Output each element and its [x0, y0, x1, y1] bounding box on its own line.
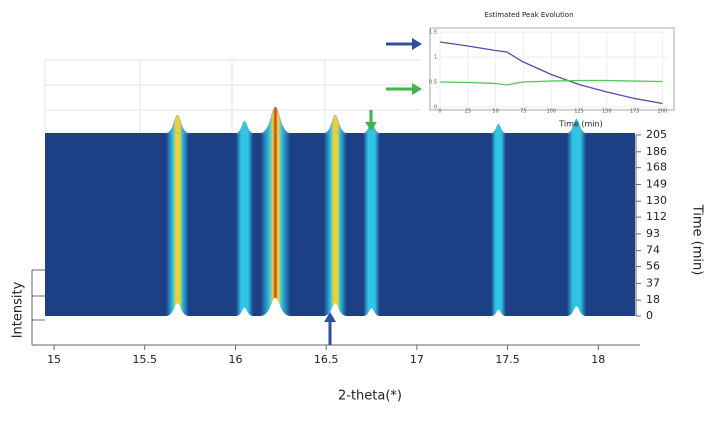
inset-line: [439, 41, 663, 105]
inset-x-label: Time (min): [558, 120, 602, 129]
peak-base: [235, 307, 254, 316]
y-axis-label: Intensity: [11, 281, 26, 338]
back-planes: [44, 59, 420, 133]
inset-x-tick-label: 25: [465, 109, 471, 115]
peak-stripe: [166, 133, 189, 316]
peak-top: [165, 114, 189, 134]
x-axis-label: 2-theta(*): [338, 389, 402, 404]
peak-base: [363, 308, 380, 316]
inset-y-tick-label: 0.5: [429, 80, 437, 86]
inset-y-tick-label: 1.5: [429, 30, 437, 36]
peak-stripe: [323, 133, 347, 316]
peak-base: [166, 303, 189, 316]
peak-stripe: [363, 133, 380, 316]
inset-x-tick-label: 100: [546, 109, 556, 115]
inset-x-tick-label: 200: [658, 109, 668, 115]
inset-x-tick-label: 50: [492, 109, 498, 115]
peak-stripe: [260, 133, 291, 316]
x-tick-label: 17: [410, 353, 424, 366]
peak-stripe: [491, 133, 506, 316]
x-tick-label: 16: [228, 353, 242, 366]
inset-x-tick-label: 75: [520, 109, 526, 115]
peak-stripe: [566, 133, 587, 316]
y2-tick-label: 0: [646, 309, 653, 322]
peak-top: [235, 120, 254, 134]
peak-top: [491, 123, 506, 134]
y2-tick-label: 168: [646, 161, 667, 174]
y2-tick-label: 56: [646, 260, 660, 273]
y2-tick-label: 93: [646, 227, 660, 240]
inset-x-tick-label: 150: [602, 109, 612, 115]
inset-frame: [429, 27, 675, 111]
inset-y-tick-label: 0: [434, 105, 437, 111]
x-tick-label: 15: [47, 353, 61, 366]
y2-tick-label: 18: [646, 293, 660, 306]
inset-y-tick-label: 1: [434, 55, 437, 61]
left-axis: [31, 269, 45, 346]
inset-title: Estimated Peak Evolution: [484, 11, 573, 19]
peak-base: [566, 306, 587, 316]
y2-tick-label: 37: [646, 276, 660, 289]
x-tick-label: 15.5: [133, 353, 158, 366]
y2-axis-label: Time (min): [690, 204, 705, 276]
y2-tick-label: 74: [646, 244, 660, 257]
y2-tick-label: 205: [646, 128, 667, 141]
peak-top: [566, 118, 587, 134]
x-tick-label: 18: [591, 353, 605, 366]
arrows: [324, 38, 422, 345]
y2-tick-label: 149: [646, 177, 667, 190]
y2-tick-label: 130: [646, 194, 667, 207]
inset-x-tick-label: 0: [438, 109, 441, 115]
y2-tick-label: 186: [646, 145, 667, 158]
inset-x-tick-label: 125: [574, 109, 584, 115]
inset-x-tick-label: 175: [630, 109, 640, 115]
peak-top: [323, 114, 347, 134]
peak-base: [491, 309, 506, 316]
peak-base: [260, 297, 291, 316]
y2-tick-label: 112: [646, 210, 667, 223]
peak-stripe: [235, 133, 254, 316]
peak-top: [260, 106, 291, 134]
inset-line: [439, 79, 663, 86]
x-tick-label: 17.5: [495, 353, 520, 366]
x-tick-label: 16.5: [314, 353, 339, 366]
